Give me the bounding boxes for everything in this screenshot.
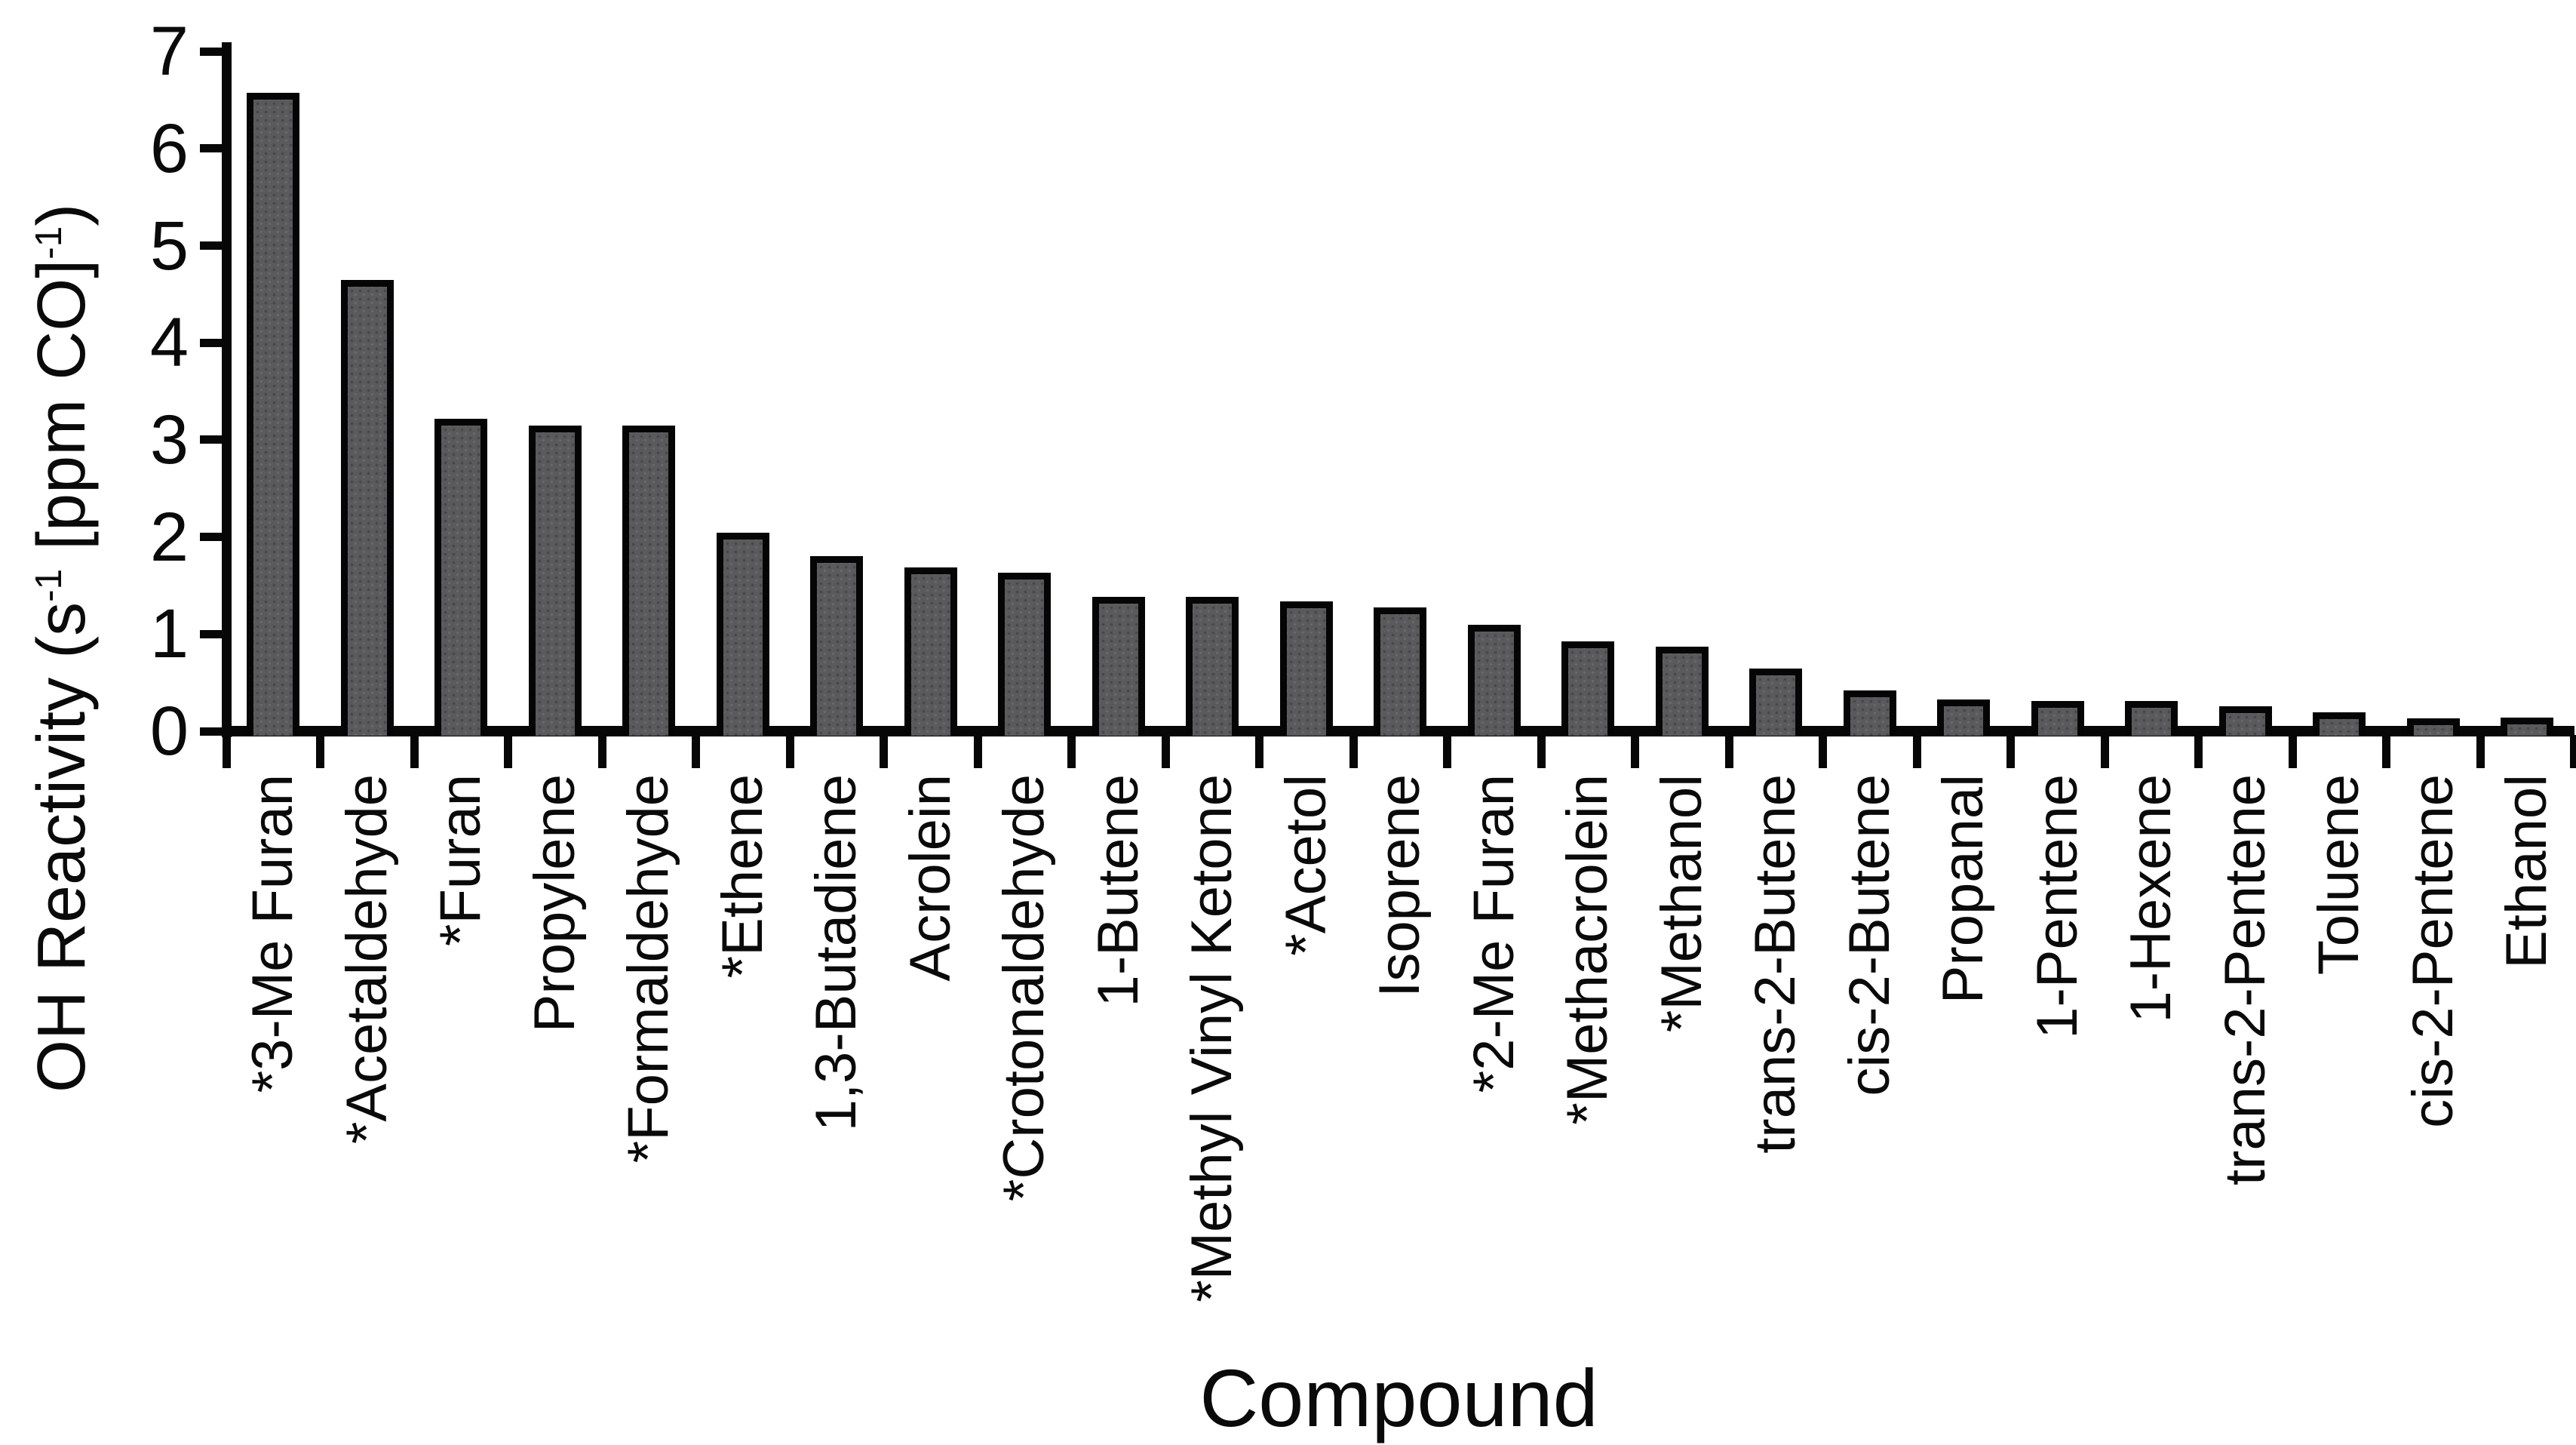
x-category-label: *Furan <box>428 774 493 947</box>
bar <box>2501 718 2553 736</box>
x-axis-tick <box>786 735 794 768</box>
x-axis-tick <box>2194 735 2203 768</box>
x-axis-tick <box>1349 735 1358 768</box>
x-category-label: *3-Me Furan <box>241 774 305 1093</box>
bar <box>1656 647 1709 736</box>
x-axis-tick <box>2570 735 2576 768</box>
x-category-label: trans-2-Butene <box>1743 774 1807 1154</box>
bar <box>1280 601 1333 736</box>
bar <box>2313 712 2366 736</box>
x-category-label: 1,3-Butadiene <box>804 774 868 1132</box>
bar <box>1561 641 1614 736</box>
x-axis-tick <box>1725 735 1733 768</box>
bar <box>247 93 299 736</box>
y-axis-tick <box>200 339 223 347</box>
x-axis-title: Compound <box>1199 1352 1598 1443</box>
x-axis-tick <box>1631 735 1639 768</box>
x-category-label: Ethanol <box>2495 774 2559 969</box>
bar <box>717 533 769 736</box>
y-tick-label: 5 <box>149 208 189 284</box>
bar <box>434 419 487 736</box>
x-category-label: *Formaldehyde <box>616 774 680 1164</box>
x-axis-tick <box>1255 735 1263 768</box>
y-axis-tick <box>200 630 223 638</box>
y-axis-tick <box>200 435 223 444</box>
x-category-label: Propanal <box>1931 774 1995 1004</box>
y-tick-label: 7 <box>149 13 189 90</box>
bar <box>2031 701 2084 736</box>
y-axis-title-text: OH Reactivity (s <box>24 601 100 1093</box>
x-axis-tick <box>2476 735 2485 768</box>
x-axis-tick <box>1819 735 1827 768</box>
x-category-label: 1-Hexene <box>2119 774 2183 1023</box>
y-tick-label: 4 <box>149 304 189 381</box>
bar <box>1374 607 1426 736</box>
bar <box>1468 625 1521 736</box>
x-axis-tick <box>880 735 888 768</box>
x-category-label: *Methacrolein <box>1555 774 1620 1125</box>
x-category-label: 1-Pentene <box>2025 774 2089 1039</box>
x-category-label: Toluene <box>2307 774 2371 976</box>
x-category-label: *Acetol <box>1274 774 1338 956</box>
y-axis-line <box>222 42 232 737</box>
x-category-label: *Crotonaldehyde <box>992 774 1056 1202</box>
x-axis-tick <box>2382 735 2390 768</box>
bar <box>1749 669 1802 736</box>
x-category-label: cis-2-Butene <box>1838 774 1902 1096</box>
y-axis-tick <box>200 533 223 541</box>
y-axis-tick <box>200 241 223 250</box>
x-axis-tick <box>692 735 700 768</box>
x-axis-tick <box>223 735 231 768</box>
x-category-label: 1-Butene <box>1086 774 1150 1007</box>
x-axis-tick <box>316 735 324 768</box>
x-axis-tick <box>1537 735 1546 768</box>
x-category-label: Acrolein <box>898 774 963 982</box>
x-category-label: *Methanol <box>1650 774 1714 1033</box>
y-tick-label: 1 <box>149 595 189 672</box>
y-axis-tick <box>200 144 223 152</box>
x-axis-tick <box>504 735 512 768</box>
x-category-label: Propylene <box>523 774 587 1033</box>
bar <box>2219 706 2272 736</box>
x-category-label: trans-2-Pentene <box>2213 774 2277 1185</box>
x-axis-tick <box>2101 735 2109 768</box>
bar <box>1186 597 1239 736</box>
x-category-label: *Ethene <box>711 774 775 979</box>
y-tick-label: 3 <box>149 401 189 478</box>
x-axis-tick <box>2289 735 2297 768</box>
x-axis-tick <box>974 735 982 768</box>
x-category-label: *Methyl Vinyl Ketone <box>1180 774 1244 1302</box>
x-axis-tick <box>2006 735 2015 768</box>
x-axis-tick <box>1162 735 1170 768</box>
bar <box>2125 701 2178 736</box>
y-tick-label: 2 <box>149 499 189 576</box>
x-category-label: *Acetaldehyde <box>335 774 399 1145</box>
x-category-label: Isoprene <box>1368 774 1432 998</box>
bar <box>1092 597 1145 736</box>
bar <box>1844 690 1896 736</box>
bar <box>622 426 675 736</box>
y-axis-tick <box>200 48 223 56</box>
bar <box>904 567 957 736</box>
bar <box>998 573 1051 736</box>
bar <box>341 280 394 736</box>
x-axis-tick <box>1067 735 1076 768</box>
x-axis-tick <box>410 735 419 768</box>
bar <box>529 426 582 736</box>
y-tick-label: 6 <box>149 110 189 187</box>
x-category-label: cis-2-Pentene <box>2401 774 2465 1128</box>
y-tick-label: 0 <box>149 693 189 770</box>
x-axis-tick <box>1913 735 1921 768</box>
x-axis-tick <box>598 735 606 768</box>
bar <box>1937 699 1990 736</box>
bar <box>2407 718 2460 736</box>
x-axis-tick <box>1443 735 1451 768</box>
bar <box>810 556 863 736</box>
x-category-label: *2-Me Furan <box>1462 774 1526 1093</box>
y-axis-tick <box>200 727 223 736</box>
